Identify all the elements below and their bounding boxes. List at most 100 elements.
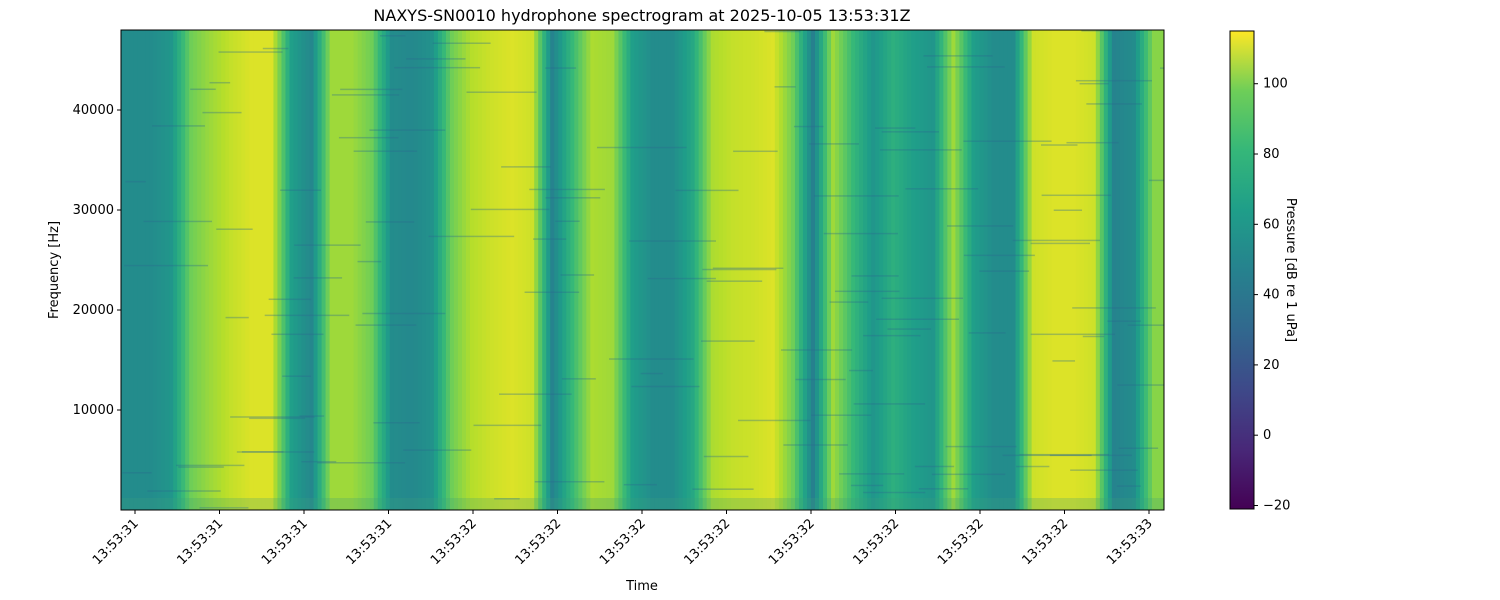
- heatmap-cell: [827, 30, 832, 510]
- heatmap-cell: [546, 30, 551, 510]
- heatmap-streak: [494, 498, 520, 500]
- heatmap-streak: [1016, 465, 1050, 468]
- y-axis-label: Frequency [Hz]: [47, 221, 62, 319]
- heatmap-streak: [225, 316, 249, 319]
- heatmap-cell: [269, 30, 275, 510]
- heatmap-streak: [1049, 454, 1132, 457]
- chart-title: NAXYS-SN0010 hydrophone spectrogram at 2…: [373, 6, 910, 25]
- heatmap-cell: [1099, 30, 1105, 510]
- x-axis: 13:53:31 13:53:31 13:53:31 13:53:31 13:53:32…: [90, 510, 1156, 568]
- heatmap-cell: [738, 30, 744, 510]
- heatmap-streak: [1086, 103, 1142, 105]
- heatmap-cell: [714, 30, 720, 510]
- heatmap-cell: [405, 30, 411, 510]
- heatmap-cell: [983, 30, 989, 510]
- heatmap-streak: [931, 473, 1006, 476]
- heatmap-cell: [754, 30, 760, 510]
- heatmap-cell: [550, 30, 555, 510]
- heatmap-cell: [401, 30, 407, 510]
- heatmap-cell: [927, 30, 932, 510]
- heatmap-streak: [124, 264, 209, 267]
- heatmap-cell: [1123, 30, 1129, 510]
- heatmap-cell: [373, 30, 379, 510]
- heatmap-cell: [309, 30, 315, 510]
- heatmap-cell: [670, 30, 676, 510]
- heatmap-streak: [218, 51, 283, 53]
- heatmap-streak: [1148, 179, 1164, 182]
- heatmap-streak: [365, 221, 415, 223]
- heatmap-cell: [1071, 30, 1077, 510]
- heatmap-cell: [129, 30, 134, 510]
- heatmap-streak: [499, 393, 572, 395]
- heatmap-streak: [176, 464, 245, 467]
- heatmap-streak: [394, 66, 481, 69]
- heatmap-cell: [554, 30, 559, 510]
- heatmap-cell: [534, 30, 539, 510]
- heatmap-cell: [622, 30, 628, 510]
- heatmap-streak: [293, 277, 343, 279]
- heatmap-streak: [1082, 335, 1105, 338]
- heatmap-cell: [1135, 30, 1141, 510]
- heatmap-cell: [453, 30, 459, 510]
- heatmap-cell: [1079, 30, 1085, 510]
- heatmap-streak: [202, 111, 242, 114]
- heatmap-cell: [281, 30, 287, 510]
- heatmap-cell: [217, 30, 222, 510]
- heatmap-cell: [293, 30, 299, 510]
- heatmap-cell: [498, 30, 503, 510]
- heatmap-streak: [268, 298, 312, 301]
- heatmap-cell: [1151, 30, 1157, 510]
- heatmap-cell: [538, 30, 543, 510]
- heatmap-streak: [216, 228, 253, 230]
- heatmap-streak: [1002, 454, 1092, 457]
- heatmap-cell: [582, 30, 587, 510]
- heatmap-streak: [236, 451, 315, 453]
- y-axis: 10000 20000 30000 40000: [73, 103, 121, 418]
- heatmap-cell: [1007, 30, 1013, 510]
- heatmap-streak: [317, 462, 406, 464]
- heatmap-cell: [698, 30, 704, 510]
- heatmap-cell: [650, 30, 656, 510]
- heatmap-cell: [975, 30, 981, 510]
- heatmap-cell: [173, 30, 178, 510]
- heatmap-cell: [185, 30, 190, 510]
- x-tick-label: 13:53:32: [1019, 516, 1071, 568]
- heatmap-streak: [249, 417, 306, 420]
- heatmap-streak: [524, 291, 580, 294]
- heatmap-cell: [726, 30, 732, 510]
- heatmap-cell: [317, 30, 323, 510]
- heatmap-cell: [241, 30, 246, 510]
- heatmap-streak: [808, 143, 859, 145]
- x-tick-label: 13:53:32: [766, 516, 818, 568]
- heatmap-streak: [369, 129, 446, 131]
- colorbar-tick-label: 60: [1263, 217, 1280, 232]
- heatmap-cell: [1047, 30, 1053, 510]
- x-tick-label: 13:53:32: [935, 516, 987, 568]
- heatmap-cell: [421, 30, 427, 510]
- x-tick-label: 13:53:31: [343, 516, 395, 568]
- heatmap-cell: [999, 30, 1005, 510]
- heatmap-streak: [738, 419, 811, 422]
- heatmap-cell: [197, 30, 202, 510]
- heatmap-streak: [881, 131, 940, 133]
- heatmap-cell: [778, 30, 784, 510]
- colorbar-tick-label: 100: [1263, 77, 1288, 92]
- colorbar-tick-label: −20: [1263, 498, 1290, 513]
- heatmap-streak: [1079, 82, 1109, 85]
- heatmap-cell: [843, 30, 848, 510]
- heatmap-cell: [867, 30, 872, 510]
- heatmap-cell: [674, 30, 680, 510]
- heatmap-cell: [490, 30, 495, 510]
- heatmap-cell: [614, 30, 620, 510]
- heatmap-streak: [294, 244, 361, 246]
- heatmap-cell: [915, 30, 920, 510]
- heatmap-streak: [199, 507, 249, 509]
- heatmap-streak: [851, 275, 899, 277]
- x-tick-label: 13:53:32: [428, 516, 480, 568]
- heatmap-cell: [369, 30, 375, 510]
- heatmap-cell: [851, 30, 856, 510]
- heatmap-cell: [353, 30, 359, 510]
- heatmap-cell: [257, 30, 263, 510]
- heatmap-cell: [277, 30, 283, 510]
- heatmap-cell: [149, 30, 154, 510]
